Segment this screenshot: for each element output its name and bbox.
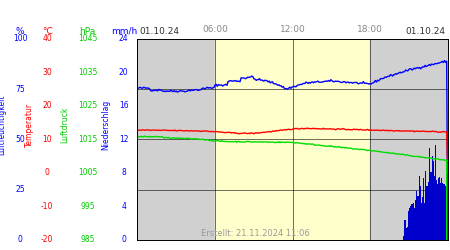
Text: 1035: 1035	[78, 68, 98, 77]
Text: 20: 20	[119, 68, 129, 77]
Text: Niederschlag: Niederschlag	[101, 100, 110, 150]
Text: 0: 0	[122, 236, 126, 244]
Bar	[434, 176, 435, 240]
Text: 01.10.24: 01.10.24	[405, 27, 446, 36]
Bar	[435, 146, 436, 240]
Text: 30: 30	[42, 68, 52, 77]
Text: 1005: 1005	[78, 168, 98, 177]
Bar	[413, 203, 414, 240]
Text: -20: -20	[41, 236, 54, 244]
Text: 01.10.24: 01.10.24	[140, 27, 180, 36]
Bar	[436, 180, 437, 240]
Text: Luftfeuchtigkeit: Luftfeuchtigkeit	[0, 95, 7, 155]
Text: 1025: 1025	[78, 101, 97, 110]
Bar	[427, 186, 428, 240]
Bar	[445, 186, 446, 240]
Text: Luftdruck: Luftdruck	[61, 107, 70, 143]
Bar	[415, 200, 416, 240]
Bar	[443, 184, 445, 240]
Text: 50: 50	[15, 135, 25, 144]
Bar	[414, 208, 415, 240]
Bar	[403, 236, 405, 240]
Bar	[418, 176, 419, 240]
Bar	[446, 181, 447, 240]
Text: 1045: 1045	[78, 34, 98, 43]
Bar	[409, 208, 410, 240]
Bar	[431, 172, 432, 240]
Bar	[408, 212, 409, 240]
Text: 8: 8	[122, 168, 126, 177]
Text: 0: 0	[18, 236, 22, 244]
Bar	[405, 228, 407, 240]
Bar	[428, 182, 429, 240]
Text: 20: 20	[42, 101, 52, 110]
Bar	[419, 186, 421, 240]
Text: 16: 16	[119, 101, 129, 110]
Bar	[424, 203, 425, 240]
Bar	[410, 206, 411, 240]
Text: %: %	[16, 27, 25, 36]
Text: 4: 4	[122, 202, 126, 211]
Bar	[215, 39, 370, 240]
Text: 75: 75	[15, 84, 25, 94]
Bar	[411, 204, 412, 240]
Text: Erstellt: 21.11.2024 11:06: Erstellt: 21.11.2024 11:06	[201, 228, 310, 237]
Bar	[437, 184, 438, 240]
Text: -10: -10	[41, 202, 54, 211]
Bar	[439, 177, 440, 240]
Text: 0: 0	[45, 168, 50, 177]
Bar	[426, 186, 427, 240]
Bar	[137, 39, 215, 240]
Bar	[447, 201, 448, 240]
Text: 12: 12	[119, 135, 129, 144]
Text: 40: 40	[42, 34, 52, 43]
Text: 25: 25	[15, 185, 25, 194]
Bar	[412, 204, 413, 240]
Text: 995: 995	[81, 202, 95, 211]
Bar	[370, 39, 448, 240]
Text: 985: 985	[81, 236, 95, 244]
Text: 24: 24	[119, 34, 129, 43]
Text: 10: 10	[42, 135, 52, 144]
Bar	[438, 178, 439, 240]
Text: 1015: 1015	[78, 135, 97, 144]
Text: Temperatur: Temperatur	[25, 103, 34, 147]
Bar	[432, 161, 434, 240]
Bar	[441, 178, 442, 240]
Bar	[422, 197, 423, 240]
Text: mm/h: mm/h	[111, 27, 137, 36]
Text: °C: °C	[42, 27, 53, 36]
Bar	[425, 171, 426, 240]
Bar	[429, 148, 431, 240]
Bar	[442, 183, 443, 240]
Bar	[416, 191, 418, 240]
Bar	[407, 227, 408, 240]
Bar	[421, 203, 422, 240]
Text: 100: 100	[13, 34, 27, 43]
Text: hPa: hPa	[80, 27, 96, 36]
Bar	[440, 183, 441, 240]
Bar	[423, 178, 424, 240]
Bar	[448, 177, 449, 240]
